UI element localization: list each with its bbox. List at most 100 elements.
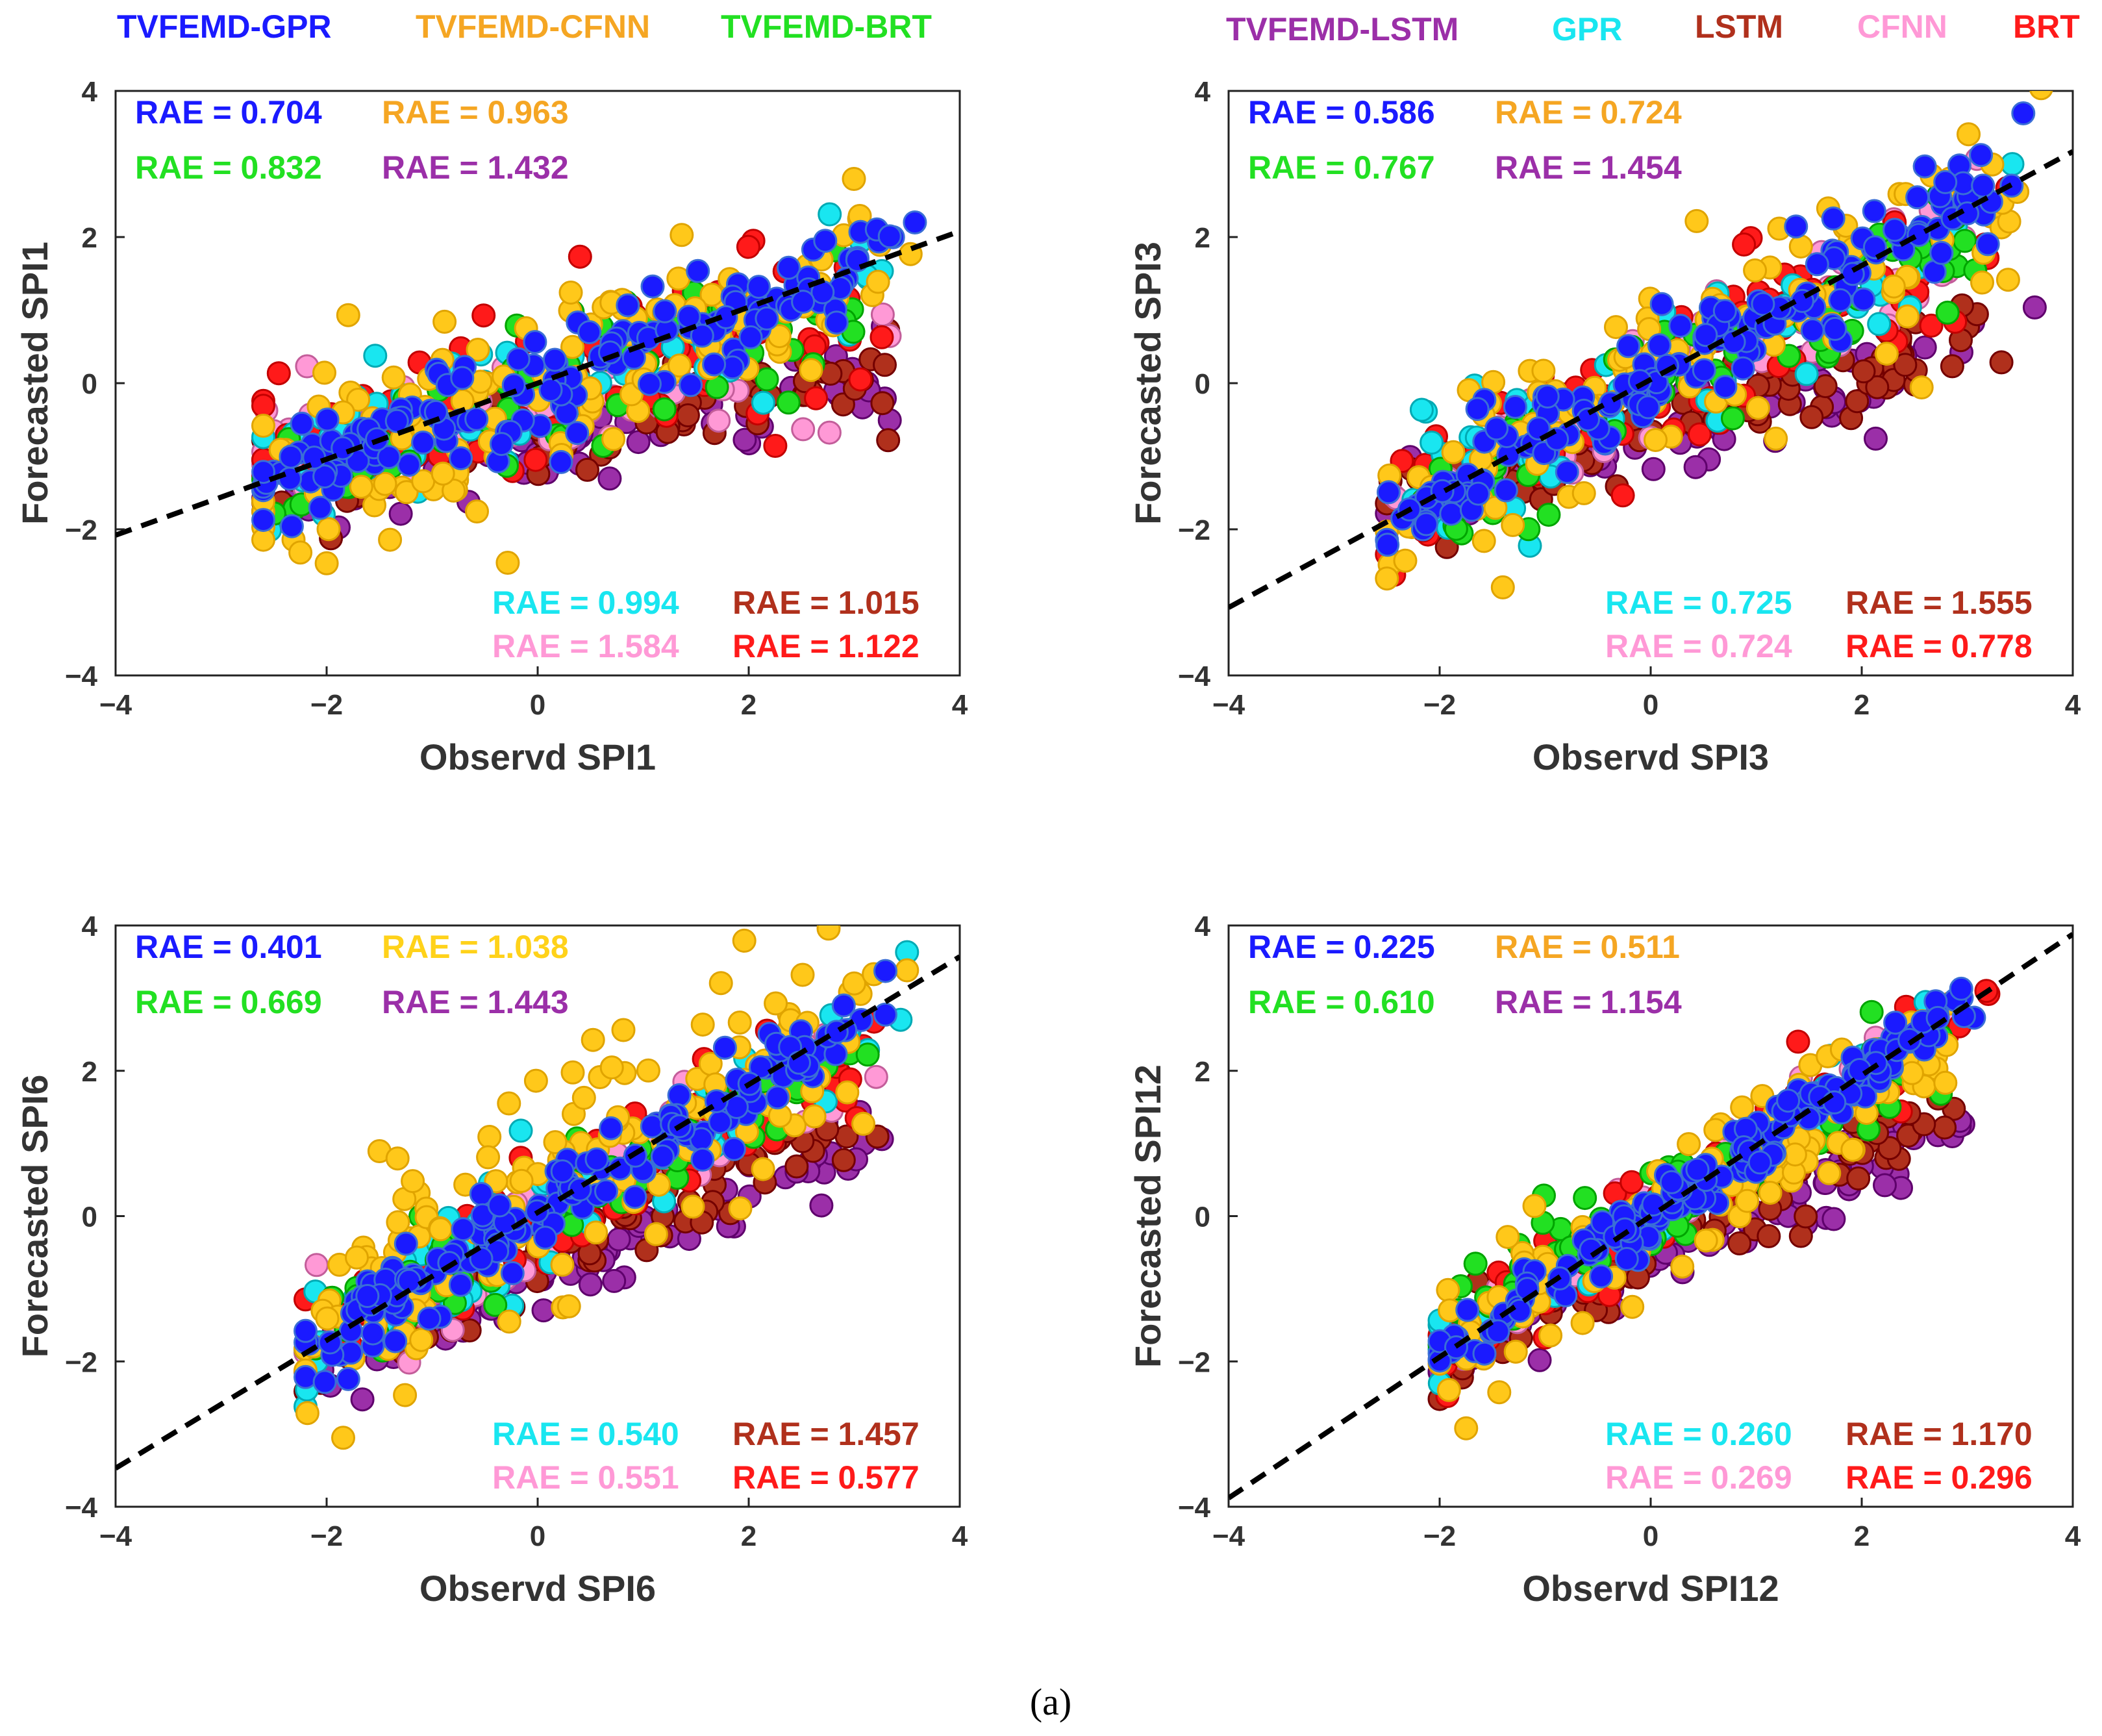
rae-label-gpr: RAE = 0.540 [492, 1416, 679, 1452]
rae-label-tvfemd-cfnn: RAE = 0.963 [382, 94, 569, 131]
data-point-tvfemd-cfnn [790, 962, 815, 987]
rae-label-tvfemd-brt: RAE = 0.610 [1248, 984, 1435, 1020]
data-point-tvfemd-gpr [411, 430, 436, 455]
data-point-tvfemd-cfnn [385, 1146, 410, 1171]
x-tick-label: 2 [1854, 689, 1870, 721]
data-point-tvfemd-cfnn [560, 334, 584, 359]
rae-label-tvfemd-cfnn: RAE = 0.724 [1495, 94, 1682, 131]
x-tick-label: −4 [99, 1520, 132, 1552]
legend-tvfemd-brt: TVFEMD-BRT [721, 8, 932, 45]
data-point-tvfemd-gpr [1616, 334, 1641, 359]
rae-label-brt: RAE = 0.577 [732, 1459, 920, 1496]
data-point-gpr [363, 344, 388, 368]
x-tick-label: 4 [952, 1520, 968, 1552]
x-tick-label: 4 [952, 689, 968, 721]
data-point-lstm [1727, 1231, 1752, 1255]
data-point-brt [1786, 1029, 1810, 1054]
x-tick-label: 2 [741, 1520, 757, 1552]
x-tick-label: 4 [2065, 689, 2081, 721]
data-point-tvfemd-gpr [749, 1055, 773, 1079]
rae-label-tvfemd-lstm: RAE = 1.154 [1495, 984, 1682, 1020]
rae-label-cfnn: RAE = 0.724 [1605, 628, 1792, 664]
data-point-tvfemd-gpr [599, 1116, 623, 1140]
rae-label-brt: RAE = 1.122 [732, 628, 920, 664]
data-point-tvfemd-gpr [1472, 1341, 1497, 1366]
data-point-tvfemd-gpr [667, 1083, 692, 1107]
data-point-tvfemd-gpr [1659, 1170, 1684, 1194]
legend-cfnn: CFNN [1857, 8, 1947, 45]
data-point-tvfemd-cfnn [1735, 1189, 1760, 1213]
data-point-tvfemd-gpr [1883, 218, 1907, 242]
data-point-tvfemd-gpr [336, 1366, 360, 1391]
legend-tvfemd-lstm: TVFEMD-LSTM [1226, 11, 1458, 47]
data-point-tvfemd-cfnn [1874, 342, 1899, 366]
data-point-tvfemd-cfnn [1840, 1137, 1865, 1162]
data-point-tvfemd-gpr [550, 1159, 575, 1184]
y-tick-label: 0 [82, 1201, 97, 1233]
rae-label-tvfemd-lstm: RAE = 1.432 [382, 149, 569, 186]
data-point-tvfemd-cfnn [1694, 1228, 1718, 1253]
data-point-tvfemd-cfnn [835, 1080, 860, 1105]
data-point-tvfemd-gpr [1668, 314, 1693, 338]
panel-spi6: −4−4 −2 −2 0 0 2 2 4 4 Observd SPI6 Forecasted SPI… [14, 911, 968, 1609]
data-point-tvfemd-gpr [1466, 481, 1490, 506]
y-tick-label: 4 [82, 76, 98, 108]
data-point-tvfemd-gpr [690, 323, 714, 348]
data-point-tvfemd-gpr [1430, 479, 1455, 503]
x-tick-label: −2 [1423, 1520, 1456, 1552]
data-point-tvfemd-gpr [1486, 1319, 1510, 1344]
data-point-tvfemd-cfnn [802, 1104, 827, 1129]
data-point-tvfemd-gpr [1828, 288, 1853, 312]
data-point-tvfemd-cfnn [636, 1058, 660, 1083]
data-point-tvfemd-gpr [1933, 170, 1958, 194]
y-tick-label: 0 [1195, 368, 1210, 400]
rae-label-gpr: RAE = 0.725 [1605, 585, 1792, 621]
data-point-tvfemd-gpr [873, 959, 897, 983]
data-point-tvfemd-cfnn [1677, 1132, 1701, 1157]
data-point-tvfemd-cfnn [349, 475, 373, 499]
data-point-tvfemd-gpr [487, 1193, 512, 1218]
data-point-tvfemd-cfnn [851, 1111, 875, 1136]
data-point-tvfemd-cfnn [315, 1306, 340, 1331]
rae-label-tvfemd-lstm: RAE = 1.454 [1495, 149, 1682, 186]
data-point-tvfemd-cfnn [764, 991, 788, 1016]
data-point-gpr [1420, 431, 1444, 455]
x-tick-label: −4 [99, 689, 132, 721]
data-point-tvfemd-cfnn [669, 223, 694, 247]
data-point-tvfemd-gpr [1484, 416, 1509, 441]
data-point-tvfemd-gpr [616, 293, 640, 318]
data-point-tvfemd-gpr [279, 444, 303, 469]
y-tick-label: 2 [82, 222, 97, 254]
data-point-tvfemd-gpr [1907, 223, 1931, 247]
data-point-tvfemd-cfnn [571, 1085, 596, 1110]
x-tick-label: −2 [310, 689, 343, 721]
data-point-tvfemd-lstm [1873, 1173, 1897, 1198]
data-point-tvfemd-gpr [383, 1329, 408, 1353]
data-point-tvfemd-cfnn [295, 1401, 319, 1426]
legend-tvfemd-cfnn: TVFEMD-CFNN [416, 8, 650, 45]
data-point-tvfemd-gpr [464, 407, 489, 431]
data-point-brt [471, 303, 496, 328]
data-point-tvfemd-gpr [542, 347, 567, 372]
panel-spi3: −4−4 −2 −2 0 0 2 2 4 4 Observd SPI3 Forecasted SPI… [1127, 76, 2081, 777]
data-point-tvfemd-gpr [1694, 323, 1718, 347]
data-point-tvfemd-cfnn [1495, 1225, 1520, 1250]
x-tick-label: 2 [741, 689, 757, 721]
data-point-tvfemd-cfnn [1957, 122, 1981, 147]
data-point-tvfemd-gpr [686, 258, 710, 283]
data-point-tvfemd-gpr [584, 1147, 609, 1172]
data-point-tvfemd-lstm [578, 1272, 603, 1297]
data-point-lstm [876, 428, 901, 453]
data-point-tvfemd-cfnn [690, 1013, 715, 1037]
data-point-lstm [1851, 359, 1876, 384]
data-point-lstm [1893, 353, 1918, 377]
data-point-tvfemd-gpr [1545, 427, 1570, 451]
data-point-tvfemd-cfnn [842, 971, 866, 996]
data-point-tvfemd-cfnn [393, 1383, 418, 1407]
legend-tvfemd-gpr: TVFEMD-GPR [117, 8, 332, 45]
data-point-tvfemd-gpr [2011, 101, 2036, 125]
data-point-tvfemd-lstm [732, 427, 757, 452]
data-point-tvfemd-cfnn [312, 360, 336, 385]
y-tick-label: −4 [1178, 660, 1211, 692]
